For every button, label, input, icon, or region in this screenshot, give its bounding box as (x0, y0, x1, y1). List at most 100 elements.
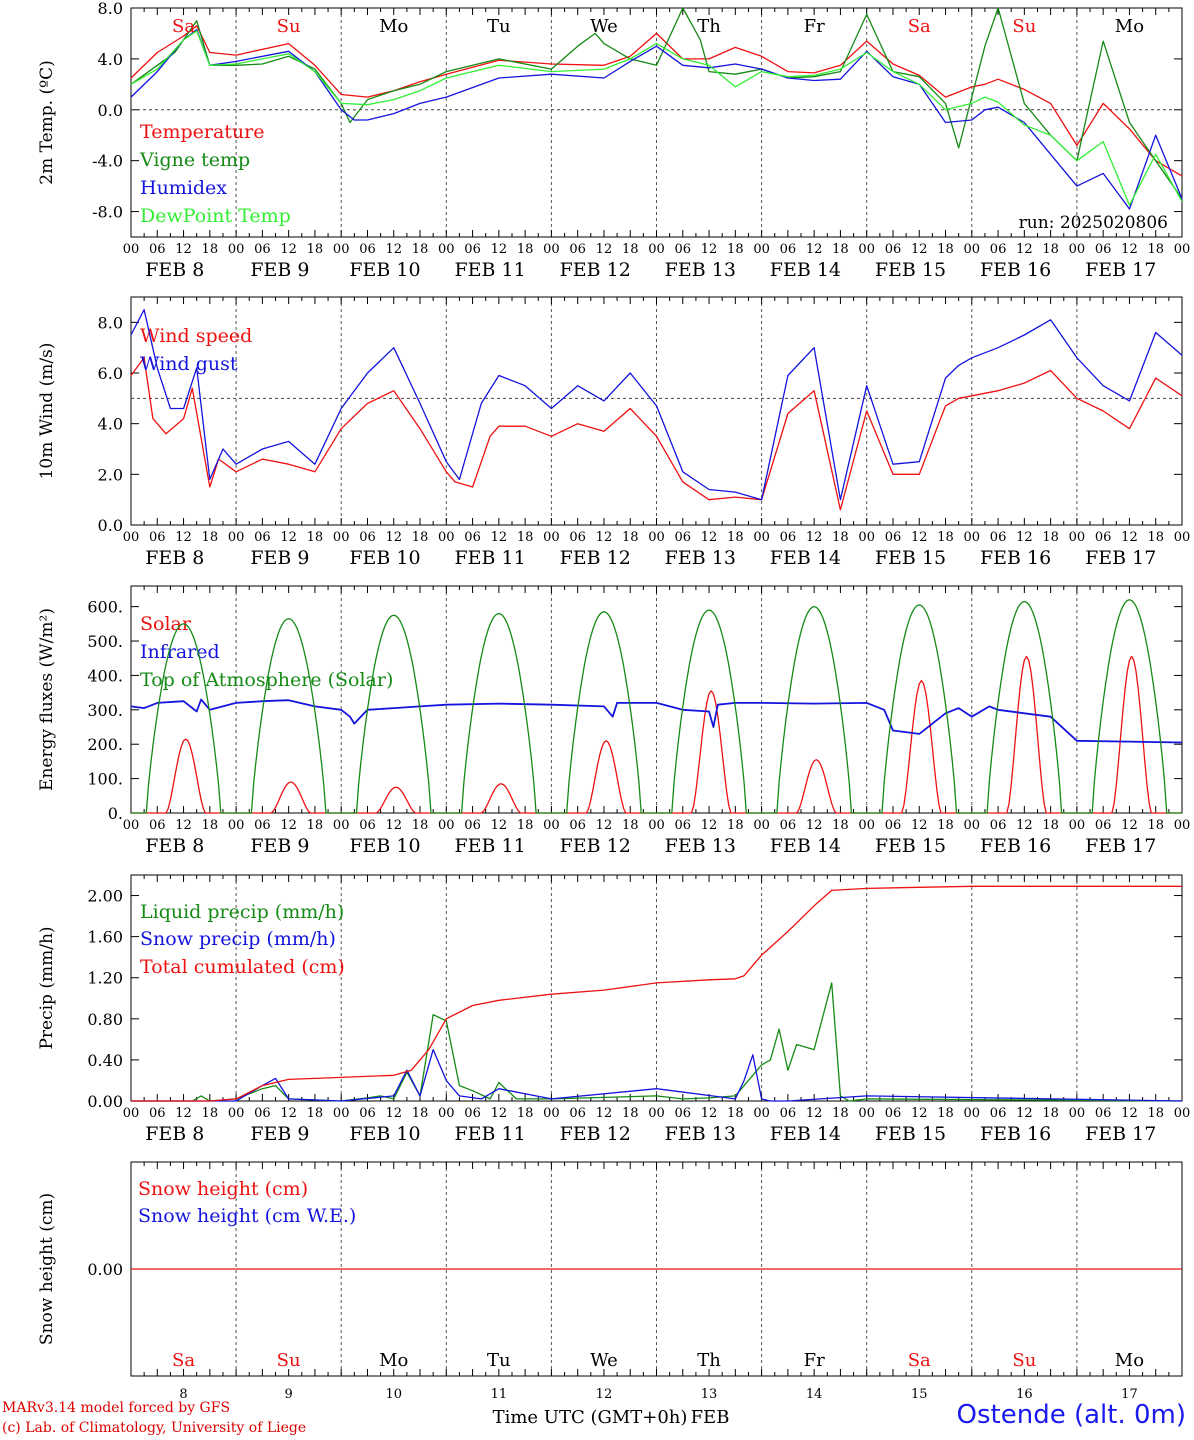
hour-tick-label: 18 (202, 242, 219, 257)
lab-credit: (c) Lab. of Climatology, University of L… (2, 1420, 307, 1436)
hour-tick-label: 06 (780, 242, 797, 257)
date-label: FEB 9 (250, 1123, 309, 1145)
hour-tick-label: 18 (937, 818, 954, 833)
hour-tick-label: 18 (1147, 242, 1164, 257)
hour-tick-label: 00 (964, 530, 981, 545)
y-tick-label: 0.00 (87, 1092, 123, 1111)
hour-tick-label: 18 (202, 818, 219, 833)
y-axis-label: Energy fluxes (W/m²) (37, 608, 57, 791)
legend-vigne-temp: Vigne temp (139, 149, 250, 171)
hour-tick-label: 00 (333, 530, 350, 545)
hour-tick-label: 00 (543, 530, 560, 545)
hour-tick-label: 06 (254, 242, 271, 257)
hour-tick-label: 12 (385, 242, 402, 257)
date-label: FEB 9 (250, 259, 309, 281)
legend-humidex: Humidex (140, 177, 227, 199)
date-label: FEB 15 (875, 835, 946, 857)
hour-tick-label: 12 (491, 242, 508, 257)
hour-tick-label: 12 (491, 818, 508, 833)
date-label: FEB 15 (875, 259, 946, 281)
date-label: FEB 8 (145, 259, 204, 281)
hour-tick-label: 06 (780, 530, 797, 545)
hour-tick-label: 12 (385, 530, 402, 545)
hour-tick-label: 18 (937, 242, 954, 257)
date-label: FEB 14 (770, 835, 841, 857)
y-tick-label: 4.0 (98, 50, 123, 69)
hour-tick-label: 00 (123, 530, 140, 545)
weekday-label: Sa (908, 16, 931, 37)
hour-tick-label: 06 (254, 818, 271, 833)
y-tick-label: 4.0 (98, 415, 123, 434)
hour-tick-label: 18 (1147, 818, 1164, 833)
y-tick-label: 6.0 (98, 364, 123, 383)
hour-tick-label: 12 (911, 242, 928, 257)
date-label: FEB 14 (770, 259, 841, 281)
hour-tick-label: 12 (806, 530, 823, 545)
hour-tick-label: 06 (569, 530, 586, 545)
date-label: FEB 8 (145, 547, 204, 569)
hour-tick-label: 18 (727, 242, 744, 257)
hour-tick-label: 06 (254, 1106, 271, 1121)
hour-tick-label: 06 (149, 1106, 166, 1121)
hour-tick-label: 12 (491, 530, 508, 545)
date-label: FEB 10 (349, 1123, 420, 1145)
hour-tick-label: 12 (701, 818, 718, 833)
day-number: 11 (491, 1387, 508, 1402)
weekday-label: Tu (487, 1350, 511, 1371)
hour-tick-label: 06 (359, 242, 376, 257)
hour-tick-label: 00 (753, 818, 770, 833)
date-label: FEB 12 (560, 835, 631, 857)
hour-tick-label: 18 (832, 1106, 849, 1121)
hour-tick-label: 18 (727, 818, 744, 833)
hour-tick-label: 12 (385, 1106, 402, 1121)
hour-tick-label: 06 (464, 530, 481, 545)
series-humidex (130, 28, 1183, 210)
hour-tick-label: 12 (596, 242, 613, 257)
hour-tick-label: 06 (569, 242, 586, 257)
hour-tick-label: 00 (543, 818, 560, 833)
hour-tick-label: 18 (937, 1106, 954, 1121)
hour-tick-label: 06 (1095, 1106, 1112, 1121)
weekday-label: Mo (1115, 1350, 1144, 1371)
hour-tick-label: 12 (701, 1106, 718, 1121)
hour-tick-label: 06 (359, 818, 376, 833)
day-number: 10 (385, 1387, 402, 1402)
month-label: FEB (691, 1407, 730, 1428)
hour-tick-label: 06 (885, 1106, 902, 1121)
hour-tick-label: 06 (885, 242, 902, 257)
weekday-label: Fr (804, 16, 825, 37)
hour-tick-label: 18 (1042, 1106, 1059, 1121)
y-tick-label: 600. (87, 598, 123, 617)
hour-tick-label: 12 (1016, 530, 1033, 545)
date-label: FEB 11 (454, 1123, 525, 1145)
hour-tick-label: 12 (1121, 1106, 1138, 1121)
hour-tick-label: 18 (517, 530, 534, 545)
date-label: FEB 11 (454, 547, 525, 569)
hour-tick-label: 06 (675, 818, 692, 833)
y-tick-label: 100. (87, 770, 123, 789)
hour-tick-label: 00 (123, 242, 140, 257)
legend-snow-height-cm-w-e: Snow height (cm W.E.) (138, 1205, 356, 1227)
series-liquid-precip-mm-h (131, 982, 1183, 1102)
legend-wind-speed: Wind speed (140, 325, 252, 347)
hour-tick-label: 06 (885, 530, 902, 545)
hour-tick-label: 00 (228, 818, 245, 833)
day-number: 14 (806, 1387, 823, 1402)
series-infrared (130, 698, 1183, 744)
y-tick-label: 0.40 (87, 1051, 123, 1070)
legend-liquid-precip-mm-h: Liquid precip (mm/h) (140, 901, 344, 923)
hour-tick-label: 06 (1095, 530, 1112, 545)
hour-tick-label: 06 (464, 1106, 481, 1121)
hour-tick-label: 00 (858, 818, 875, 833)
date-label: FEB 16 (980, 1123, 1051, 1145)
date-label: FEB 10 (349, 259, 420, 281)
hour-tick-label: 12 (1121, 242, 1138, 257)
hour-tick-label: 00 (333, 242, 350, 257)
date-label: FEB 13 (665, 547, 736, 569)
hour-tick-label: 12 (596, 1106, 613, 1121)
hour-tick-label: 18 (307, 818, 324, 833)
hour-tick-label: 18 (622, 1106, 639, 1121)
hour-tick-label: 18 (622, 818, 639, 833)
hour-tick-label: 06 (675, 1106, 692, 1121)
y-axis-label: 2m Temp. (ºC) (37, 60, 57, 185)
